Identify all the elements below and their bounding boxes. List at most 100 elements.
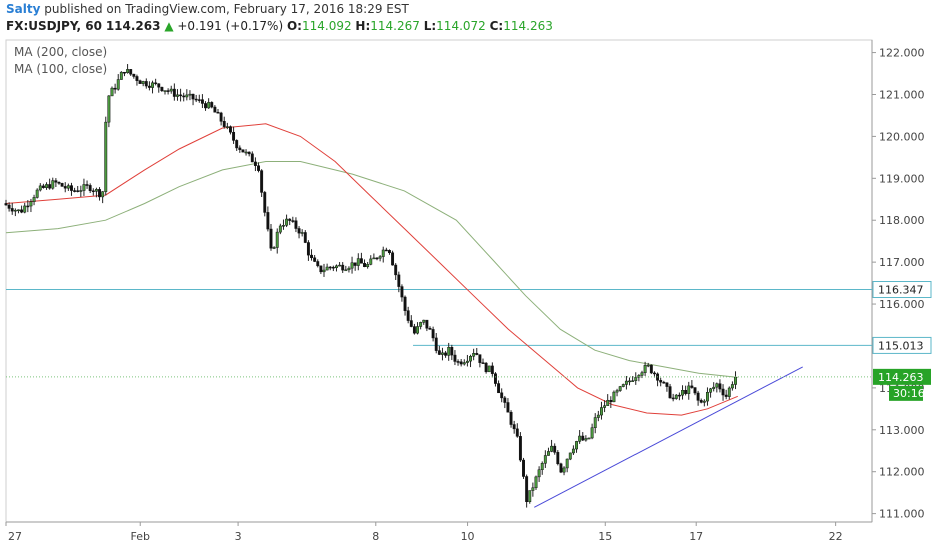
candle-body [350, 262, 354, 269]
candle-body [706, 392, 709, 402]
candle-body [17, 209, 20, 212]
candle-body [229, 126, 232, 133]
candle-body [338, 264, 342, 267]
candle-body [628, 380, 631, 383]
candle-body [459, 361, 463, 365]
candle-body [509, 411, 513, 425]
candle-body [690, 385, 694, 388]
candle-body [269, 228, 273, 249]
candle-body [553, 445, 557, 453]
candle-body [141, 81, 145, 84]
open-value: 114.092 [301, 19, 352, 33]
candle-body [634, 377, 638, 381]
candle-body [160, 86, 164, 92]
candle-body [363, 263, 366, 268]
author-name[interactable]: Salty [6, 2, 41, 16]
candle-body [94, 189, 98, 192]
candle-body [646, 364, 650, 367]
bar-timer-tag [889, 385, 923, 401]
plot-frame [5, 39, 873, 523]
candle-body [444, 352, 448, 356]
candle-body [104, 121, 108, 192]
low-value: 114.072 [436, 19, 486, 33]
candle-body [472, 353, 476, 357]
candle-body [29, 201, 33, 207]
candle-body [288, 218, 292, 221]
candle-body [135, 76, 139, 81]
candle-body [649, 364, 653, 374]
ma100-legend[interactable]: MA (100, close) [14, 62, 108, 76]
candle-body [662, 381, 666, 384]
candle-body [13, 209, 17, 212]
candle-body [300, 232, 304, 234]
candle-body [76, 190, 80, 192]
candle-body [565, 458, 569, 469]
candle-body [571, 448, 575, 454]
candle-body [266, 212, 270, 230]
candle-body [674, 394, 678, 399]
ma200-legend[interactable]: MA (200, close) [14, 45, 108, 59]
candle-body [375, 257, 379, 260]
candle-body [147, 85, 151, 88]
candle-body [462, 362, 466, 365]
candle-body [437, 350, 441, 355]
candle-body [359, 258, 363, 264]
publish-header: Salty published on TradingView.com, Febr… [6, 2, 409, 16]
candle-body [216, 111, 220, 114]
candle-body [422, 319, 426, 323]
candle-body [394, 264, 398, 276]
candle-body [41, 185, 45, 188]
candle-body [344, 269, 348, 272]
candle-body [232, 131, 236, 141]
candle-body [272, 247, 276, 249]
candle-body [606, 399, 610, 406]
candle-body [144, 81, 148, 87]
candle-body [219, 112, 223, 122]
candle-body [637, 375, 641, 378]
x-tick-label: Feb [130, 530, 149, 543]
candle-body [182, 95, 186, 98]
candle-body [7, 204, 11, 209]
last-price: 114.263 [105, 19, 161, 33]
candle-body [381, 249, 385, 257]
candle-body [500, 392, 504, 399]
candle-body [322, 269, 326, 273]
candle-body [341, 264, 345, 271]
candle-body [366, 264, 370, 268]
candle-body [494, 373, 497, 384]
low-label: L: [423, 19, 437, 33]
candle-body [578, 435, 582, 442]
price-change: +0.191 (+0.17%) [177, 19, 284, 33]
candle-body [447, 347, 451, 356]
candle-body [512, 424, 516, 430]
candle-body [26, 205, 30, 208]
candle-body [325, 266, 329, 271]
candle-body [291, 220, 295, 222]
candle-body [138, 80, 142, 84]
candle-body [709, 388, 713, 393]
candle-body [593, 417, 597, 429]
publish-info: published on TradingView.com, February 1… [44, 2, 409, 16]
candle-body [715, 383, 719, 388]
candle-body [568, 452, 572, 460]
symbol-label[interactable]: FX:USDJPY, 60 [6, 19, 102, 33]
candle-body [172, 88, 176, 97]
candle-body [285, 218, 289, 226]
candle-body [35, 189, 39, 198]
candle-body [247, 151, 251, 155]
candle-body [503, 397, 507, 403]
candle-body [48, 184, 52, 189]
candle-body [45, 184, 48, 188]
candle-body [540, 463, 544, 470]
candle-body [481, 362, 485, 364]
y-tick-label: 118.000 [879, 214, 925, 227]
candle-body [257, 165, 260, 171]
candle-body [727, 387, 731, 397]
close-label: C: [489, 19, 504, 33]
ma200-line [5, 161, 738, 378]
candle-body [456, 361, 460, 363]
level-tag-label: 115.013 [878, 339, 924, 352]
candle-body [316, 261, 320, 267]
candle-body [671, 397, 675, 400]
